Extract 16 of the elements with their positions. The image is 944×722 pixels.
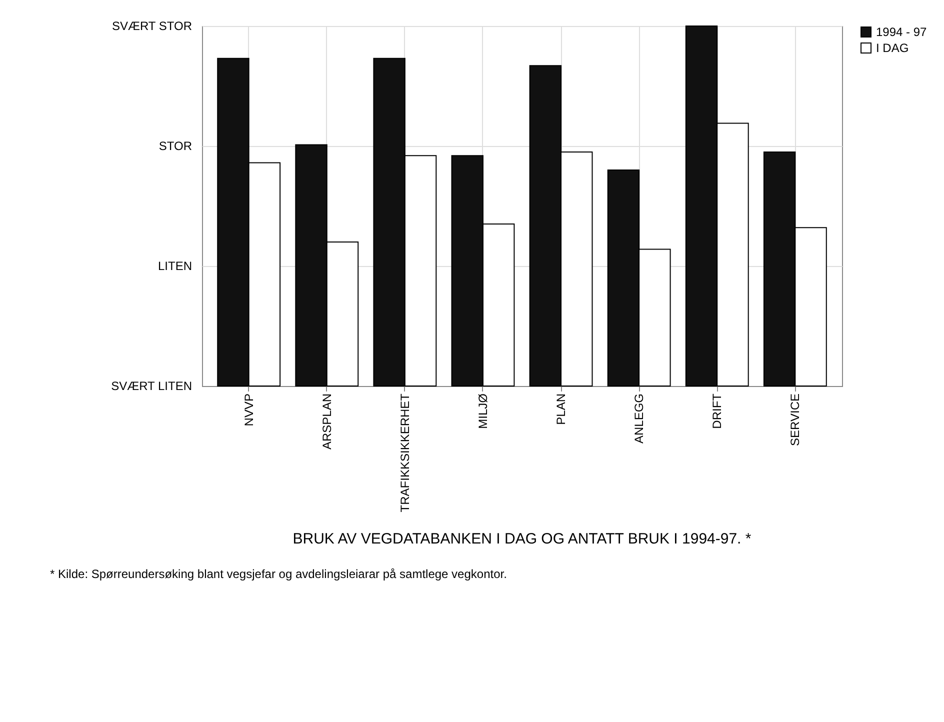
x-tick-label: ARSPLAN	[320, 394, 334, 450]
text: STOR	[158, 139, 192, 153]
x-tick-label: NVVP	[242, 394, 256, 426]
x-tick-label: ANLEGG	[632, 394, 646, 444]
legend-label: 1994 - 97	[876, 25, 928, 39]
x-tick-label: SERVICE	[788, 394, 802, 446]
text: BRUK AV VEGDATABANKEN I DAG OG ANTATT BRUK I 1994-97. *	[292, 530, 752, 548]
legend-label: I DAG	[876, 41, 909, 55]
text: * Kilde: Spørreundersøking blant vegsjefar og avdelingsleiarar på samtlege vegkontor.	[50, 567, 508, 581]
x-tick-label: MILJØ	[476, 394, 490, 429]
x-tick-label: TRAFIKKSIKKERHET	[398, 392, 412, 512]
x-tick-label: DRIFT	[710, 392, 724, 429]
x-tick-label: PLAN	[554, 394, 568, 425]
text: LITEN	[158, 259, 192, 273]
text: SVÆRT LITEN	[111, 379, 192, 393]
text: SVÆRT STOR	[112, 19, 192, 33]
